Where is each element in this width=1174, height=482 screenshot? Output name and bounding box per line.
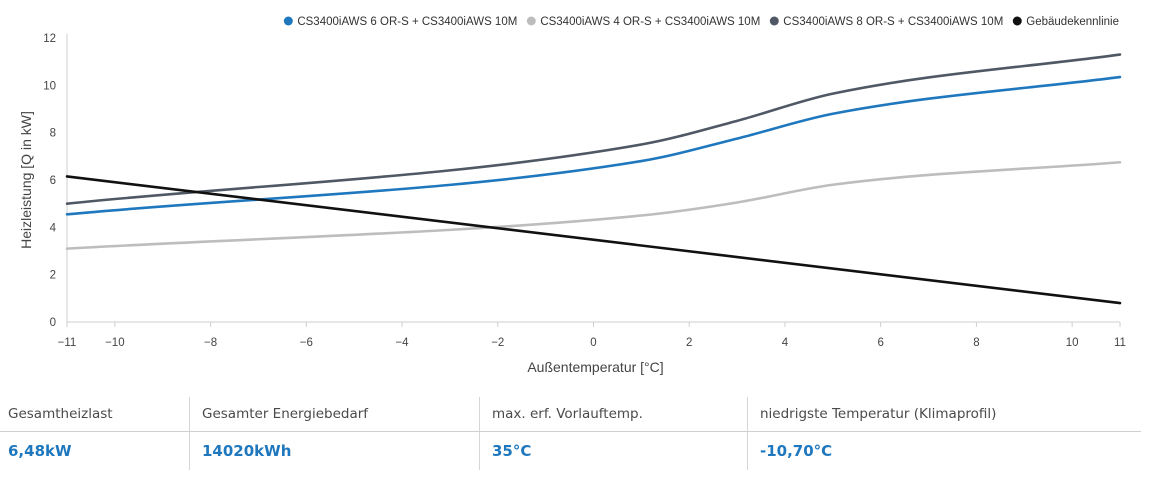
x-ticks: −11 −10 −8 −6 −4 −2 0 2 4 6 8 10 11	[58, 322, 1126, 349]
y-tick-label: 12	[43, 33, 56, 45]
legend-item: CS3400iAWS 8 OR-S + CS3400iAWS 10M	[769, 16, 1003, 28]
y-tick-label: 0	[50, 317, 56, 329]
x-tick-label: −4	[395, 337, 409, 349]
y-ticks: 0 2 4 6 8 10 12	[43, 33, 56, 329]
y-tick-label: 4	[50, 222, 57, 234]
legend-marker	[526, 16, 536, 26]
y-tick-label: 6	[50, 175, 56, 187]
legend: CS3400iAWS 6 OR-S + CS3400iAWS 10M CS3400…	[283, 16, 1119, 28]
y-axis-title: Heizleistung [Q in kW]	[18, 111, 34, 249]
summary-value: 35°C	[492, 442, 532, 460]
axes	[66, 34, 1120, 323]
x-tick-label: 10	[1066, 337, 1079, 349]
legend-label: Gebäudekennlinie	[1026, 16, 1119, 28]
summary-label: Gesamtheizlast	[0, 397, 189, 432]
x-tick-label: −11	[58, 337, 77, 349]
summary-col-heating-load: Gesamtheizlast 6,48kW	[0, 397, 189, 470]
legend-marker	[769, 16, 779, 26]
x-tick-label: 6	[877, 337, 883, 349]
x-tick-label: 11	[1114, 337, 1126, 349]
legend-item: Gebäudekennlinie	[1012, 16, 1119, 28]
x-tick-label: −6	[300, 337, 313, 349]
summary-col-lowest-temperature: niedrigste Temperatur (Klimaprofil) -10,…	[747, 397, 1141, 470]
chart-svg: CS3400iAWS 6 OR-S + CS3400iAWS 10M CS3400…	[18, 16, 1126, 375]
legend-label: CS3400iAWS 8 OR-S + CS3400iAWS 10M	[783, 16, 1003, 28]
x-axis-title: Außentemperatur [°C]	[527, 359, 663, 375]
y-tick-label: 10	[43, 80, 56, 92]
legend-marker	[283, 16, 293, 26]
series-line	[65, 160, 1122, 250]
x-tick-label: 0	[590, 337, 596, 349]
x-tick-label: −8	[204, 337, 217, 349]
summary-value: 6,48kW	[8, 442, 72, 460]
x-tick-label: 2	[686, 337, 692, 349]
summary-label: max. erf. Vorlauftemp.	[480, 397, 747, 432]
summary-table: Gesamtheizlast 6,48kW Gesamter Energiebe…	[0, 397, 1141, 470]
legend-item: CS3400iAWS 6 OR-S + CS3400iAWS 10M	[283, 16, 517, 28]
heating-chart: CS3400iAWS 6 OR-S + CS3400iAWS 10M CS3400…	[18, 16, 1126, 375]
x-tick-label: 4	[782, 337, 789, 349]
legend-item: CS3400iAWS 4 OR-S + CS3400iAWS 10M	[526, 16, 760, 28]
series-line	[65, 175, 1122, 305]
legend-marker	[1012, 16, 1022, 26]
summary-value: 14020kWh	[202, 442, 292, 460]
x-tick-label: −2	[491, 337, 504, 349]
y-tick-label: 8	[50, 128, 56, 140]
x-tick-label: −10	[105, 337, 125, 349]
summary-value: -10,70°C	[760, 442, 833, 460]
summary-col-energy-demand: Gesamter Energiebedarf 14020kWh	[189, 397, 479, 470]
series-line	[65, 75, 1122, 216]
summary-col-flow-temperature: max. erf. Vorlauftemp. 35°C	[479, 397, 747, 470]
summary-label: Gesamter Energiebedarf	[190, 397, 479, 432]
legend-label: CS3400iAWS 6 OR-S + CS3400iAWS 10M	[297, 16, 517, 28]
legend-label: CS3400iAWS 4 OR-S + CS3400iAWS 10M	[540, 16, 760, 28]
x-tick-label: 8	[973, 337, 979, 349]
summary-label: niedrigste Temperatur (Klimaprofil)	[748, 397, 1141, 432]
y-tick-label: 2	[50, 270, 56, 282]
series-lines	[65, 53, 1122, 305]
series-line	[65, 53, 1122, 205]
